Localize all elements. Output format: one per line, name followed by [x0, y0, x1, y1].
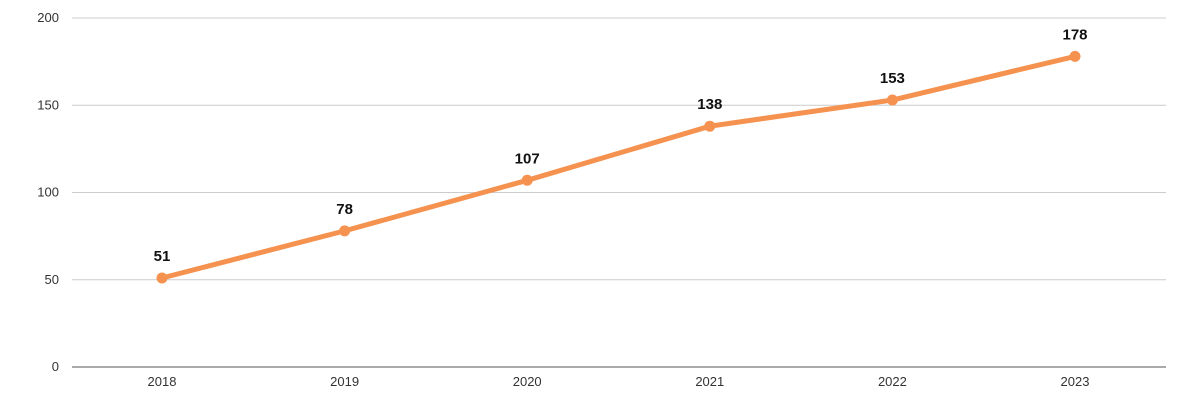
x-tick-label: 2022: [878, 374, 907, 389]
data-point: [704, 120, 716, 132]
y-tick-label: 200: [37, 10, 59, 25]
x-tick-label: 2018: [148, 374, 177, 389]
data-point: [1069, 50, 1081, 62]
data-point: [339, 225, 351, 237]
x-axis: 2018 2019 2020 2021 2022 2023: [72, 366, 1166, 389]
data-label: 78: [336, 201, 353, 218]
gridlines: [72, 17, 1166, 281]
data-point: [521, 174, 533, 186]
data-point: [886, 94, 898, 106]
data-label: 107: [515, 150, 540, 167]
y-tick-label: 50: [45, 272, 59, 287]
data-labels: 51 78 107 138 153 178: [154, 26, 1088, 265]
x-tick-label: 2021: [695, 374, 724, 389]
x-tick-label: 2020: [513, 374, 542, 389]
series-line: [159, 53, 1078, 281]
y-tick-label: 0: [52, 359, 59, 374]
data-label: 153: [880, 70, 905, 87]
data-point: [156, 272, 168, 284]
x-tick-label: 2019: [330, 374, 359, 389]
y-axis-tick-labels: 0 50 100 150 200: [37, 10, 59, 374]
y-tick-label: 150: [37, 97, 59, 112]
data-label: 138: [697, 96, 722, 113]
y-tick-label: 100: [37, 185, 59, 200]
series-group: [156, 50, 1081, 284]
data-label: 178: [1062, 26, 1087, 43]
x-tick-label: 2023: [1061, 374, 1090, 389]
data-label: 51: [154, 248, 171, 265]
